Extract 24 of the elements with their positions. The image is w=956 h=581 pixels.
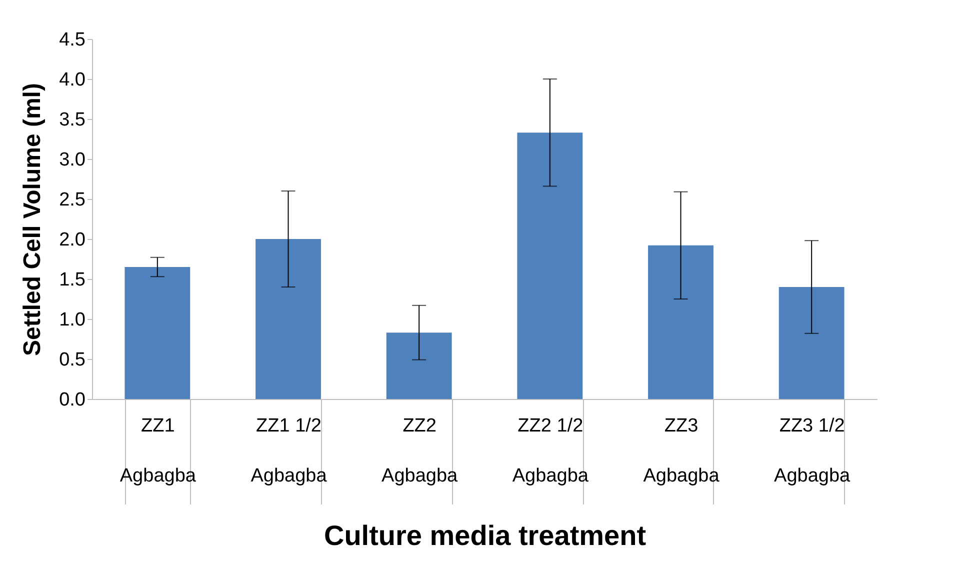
x-axis-title: Culture media treatment [324, 520, 646, 551]
y-tick-label: 4.5 [59, 30, 86, 50]
y-tick-label: 2.0 [59, 230, 86, 250]
y-tick-label: 4.0 [59, 70, 86, 90]
y-tick-label: 1.0 [59, 310, 86, 330]
bar [386, 332, 452, 399]
category-label: ZZ1 Agbagba [120, 416, 196, 486]
y-axis-title: Settled Cell Volume (ml) [19, 83, 46, 356]
bar [124, 267, 190, 399]
y-tick-label: 1.5 [59, 270, 86, 290]
y-tick-label: 0.5 [59, 350, 86, 370]
category-label: ZZ2 1/2 Agbagba [512, 416, 588, 486]
category-label: ZZ2 Agbagba [382, 416, 458, 486]
category-label: ZZ3 Agbagba [643, 416, 720, 486]
category-label: ZZ1 1/2 Agbagba [250, 416, 327, 486]
y-tick-label: 0.0 [59, 390, 86, 410]
y-tick-label: 3.5 [59, 110, 86, 130]
bar [256, 239, 321, 399]
category-label: ZZ3 1/2 Agbagba [774, 416, 850, 486]
bar [648, 245, 714, 399]
bar [517, 132, 583, 399]
bar [778, 287, 844, 399]
y-tick-label: 3.0 [59, 150, 86, 170]
y-tick-label: 2.5 [59, 190, 86, 210]
